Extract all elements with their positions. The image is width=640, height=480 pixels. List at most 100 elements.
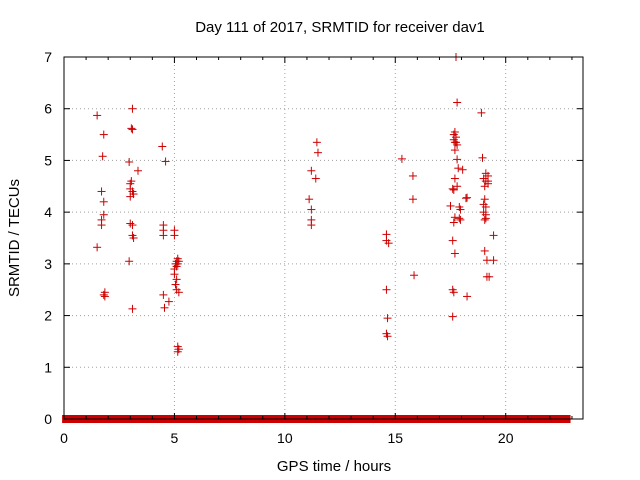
data-point <box>159 231 168 240</box>
data-point <box>489 231 498 240</box>
data-point <box>485 272 494 281</box>
data-point <box>383 332 392 341</box>
data-point <box>99 197 108 206</box>
data-point <box>456 215 465 224</box>
data-point <box>98 152 107 161</box>
x-tick-label: 10 <box>277 430 293 446</box>
data-point <box>449 185 458 194</box>
data-point <box>383 314 392 323</box>
data-point <box>128 104 137 113</box>
axis-ticks <box>63 56 583 420</box>
data-point <box>453 155 462 164</box>
y-tick-label: 0 <box>44 411 52 427</box>
data-point <box>128 304 137 313</box>
data-point <box>158 142 167 151</box>
data-point <box>127 124 136 133</box>
data-point <box>448 236 457 245</box>
data-point <box>100 292 109 301</box>
data-point <box>453 140 462 149</box>
y-tick-label: 1 <box>44 359 52 375</box>
data-point <box>408 171 417 180</box>
data-point <box>448 184 457 193</box>
data-point <box>311 174 320 183</box>
data-point <box>125 257 134 266</box>
data-point <box>174 345 183 354</box>
data-point <box>307 221 316 230</box>
data-point <box>170 231 179 240</box>
data-point <box>307 166 316 175</box>
data-point <box>455 214 464 223</box>
data-point <box>93 243 102 252</box>
y-tick-label: 6 <box>44 101 52 117</box>
data-point <box>454 164 463 173</box>
x-axis-title: GPS time / hours <box>277 458 391 475</box>
data-point <box>305 195 314 204</box>
data-point <box>172 275 181 284</box>
y-tick-label: 2 <box>44 308 52 324</box>
data-point <box>99 210 108 219</box>
data-points <box>93 53 498 356</box>
data-point <box>97 187 106 196</box>
data-point <box>449 218 458 227</box>
y-tick-label: 7 <box>44 49 52 65</box>
data-point <box>174 257 183 266</box>
y-axis-title: SRMTID / TECUs <box>6 179 23 297</box>
data-point <box>458 165 467 174</box>
y-tick-label: 4 <box>44 204 52 220</box>
data-point <box>170 270 179 279</box>
data-point <box>463 193 472 202</box>
data-point <box>481 214 490 223</box>
data-point <box>160 303 169 312</box>
y-tick-label: 5 <box>44 152 52 168</box>
data-point <box>161 157 170 166</box>
data-point <box>99 130 108 139</box>
chart-title: Day 111 of 2017, SRMTID for receiver dav… <box>195 19 485 36</box>
data-point <box>164 297 173 306</box>
data-point <box>450 127 459 136</box>
data-point <box>461 194 470 203</box>
data-point <box>450 249 459 258</box>
x-tick-labels: 0 5 10 15 20 <box>60 430 514 446</box>
data-point <box>93 111 102 120</box>
data-point <box>159 290 168 299</box>
data-point <box>397 154 406 163</box>
data-point <box>450 174 459 183</box>
data-point <box>480 246 489 255</box>
plot-frame <box>63 56 584 420</box>
data-point <box>410 271 419 280</box>
data-point <box>313 148 322 157</box>
data-point <box>171 280 180 289</box>
data-point <box>97 221 106 230</box>
data-point <box>463 292 472 301</box>
x-tick-label: 15 <box>387 430 403 446</box>
data-point <box>127 177 136 186</box>
data-point <box>382 285 391 294</box>
y-tick-label: 3 <box>44 256 52 272</box>
data-point <box>129 190 138 199</box>
data-point <box>128 221 137 230</box>
data-point <box>453 182 462 191</box>
data-point <box>448 312 457 321</box>
data-point <box>453 98 462 107</box>
x-tick-label: 0 <box>60 430 68 446</box>
grid-lines <box>64 57 583 419</box>
data-point <box>384 239 393 248</box>
data-point <box>125 157 134 166</box>
x-tick-label: 20 <box>498 430 514 446</box>
data-point <box>174 288 183 297</box>
data-point <box>449 288 458 297</box>
data-point <box>481 202 490 211</box>
data-point <box>489 256 498 265</box>
data-point <box>477 108 486 117</box>
data-point <box>450 213 459 222</box>
data-point <box>128 125 137 134</box>
data-point <box>307 205 316 214</box>
x-tick-label: 5 <box>171 430 179 446</box>
data-point <box>450 146 459 155</box>
y-tick-labels: 0 1 2 3 4 5 6 7 <box>44 49 52 427</box>
data-point <box>312 138 321 147</box>
data-point <box>408 195 417 204</box>
data-point <box>133 166 142 175</box>
